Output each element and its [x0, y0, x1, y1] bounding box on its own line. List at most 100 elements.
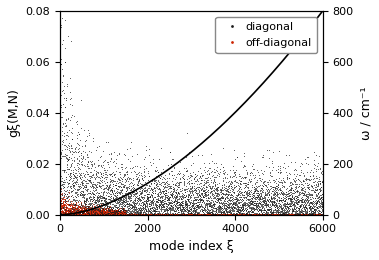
off-diagonal — [66, 207, 72, 211]
off-diagonal — [194, 212, 200, 217]
off-diagonal — [219, 212, 225, 217]
off-diagonal — [99, 211, 105, 215]
off-diagonal — [196, 212, 202, 217]
diagonal — [100, 205, 106, 210]
diagonal — [143, 206, 149, 211]
off-diagonal — [131, 212, 137, 216]
off-diagonal — [61, 206, 67, 210]
diagonal — [221, 206, 227, 210]
off-diagonal — [290, 212, 296, 217]
off-diagonal — [180, 212, 186, 216]
diagonal — [319, 180, 325, 184]
off-diagonal — [222, 212, 228, 217]
off-diagonal — [246, 212, 252, 216]
diagonal — [114, 212, 120, 216]
diagonal — [246, 190, 252, 194]
diagonal — [290, 208, 296, 212]
diagonal — [306, 177, 312, 181]
diagonal — [226, 192, 232, 196]
diagonal — [170, 205, 176, 209]
off-diagonal — [97, 212, 103, 216]
diagonal — [58, 161, 64, 166]
off-diagonal — [211, 212, 217, 217]
diagonal — [188, 195, 194, 199]
off-diagonal — [227, 212, 233, 217]
diagonal — [117, 198, 124, 203]
diagonal — [240, 203, 246, 207]
off-diagonal — [285, 212, 291, 216]
off-diagonal — [262, 212, 268, 216]
diagonal — [160, 191, 166, 195]
diagonal — [229, 211, 235, 216]
diagonal — [234, 206, 240, 211]
off-diagonal — [296, 213, 302, 217]
diagonal — [294, 189, 300, 193]
off-diagonal — [275, 213, 281, 217]
diagonal — [79, 175, 85, 179]
off-diagonal — [233, 212, 239, 217]
off-diagonal — [204, 213, 210, 217]
diagonal — [298, 208, 304, 212]
diagonal — [113, 205, 119, 209]
off-diagonal — [58, 187, 64, 191]
diagonal — [85, 211, 91, 215]
diagonal — [218, 186, 224, 191]
diagonal — [260, 196, 266, 200]
diagonal — [302, 212, 309, 216]
off-diagonal — [186, 212, 192, 216]
off-diagonal — [107, 209, 113, 213]
off-diagonal — [254, 213, 260, 217]
diagonal — [199, 178, 205, 182]
diagonal — [168, 200, 174, 204]
diagonal — [294, 212, 301, 216]
diagonal — [244, 182, 251, 186]
diagonal — [116, 185, 122, 189]
off-diagonal — [136, 212, 142, 217]
diagonal — [139, 176, 145, 180]
off-diagonal — [134, 212, 140, 217]
off-diagonal — [62, 202, 68, 206]
diagonal — [102, 157, 108, 161]
diagonal — [224, 202, 230, 206]
off-diagonal — [293, 212, 299, 217]
diagonal — [166, 172, 172, 176]
diagonal — [287, 207, 293, 211]
diagonal — [89, 204, 95, 208]
off-diagonal — [123, 212, 129, 217]
diagonal — [78, 201, 84, 205]
off-diagonal — [146, 212, 152, 216]
off-diagonal — [196, 212, 202, 217]
diagonal — [215, 208, 221, 212]
off-diagonal — [166, 212, 172, 216]
off-diagonal — [61, 203, 67, 207]
off-diagonal — [129, 212, 135, 217]
diagonal — [299, 200, 305, 204]
diagonal — [144, 203, 150, 207]
diagonal — [143, 198, 149, 203]
diagonal — [287, 196, 293, 200]
diagonal — [108, 192, 114, 196]
off-diagonal — [64, 207, 70, 211]
off-diagonal — [93, 211, 99, 215]
diagonal — [82, 205, 88, 209]
off-diagonal — [295, 212, 301, 216]
diagonal — [75, 187, 81, 191]
diagonal — [216, 207, 222, 211]
off-diagonal — [300, 212, 306, 217]
off-diagonal — [172, 212, 179, 216]
off-diagonal — [195, 213, 201, 217]
off-diagonal — [265, 212, 271, 217]
diagonal — [104, 191, 110, 195]
diagonal — [107, 159, 113, 163]
off-diagonal — [78, 205, 84, 210]
off-diagonal — [161, 212, 167, 216]
off-diagonal — [59, 197, 65, 201]
diagonal — [275, 179, 281, 184]
diagonal — [92, 206, 98, 211]
diagonal — [150, 157, 156, 161]
off-diagonal — [265, 213, 271, 217]
off-diagonal — [313, 212, 319, 217]
diagonal — [247, 193, 253, 198]
diagonal — [68, 96, 74, 100]
diagonal — [283, 211, 289, 215]
